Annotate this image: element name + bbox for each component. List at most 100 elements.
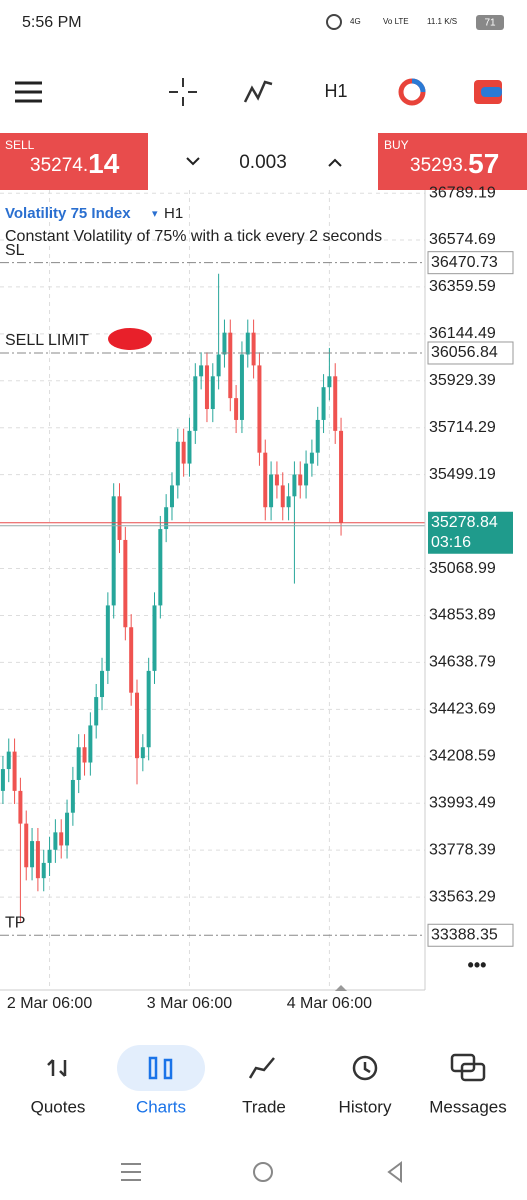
candle-body [309,452,314,464]
candle-body [30,841,35,868]
redaction [108,328,152,350]
candle-body [41,862,46,879]
objects-icon-part [411,78,426,93]
candle-body [140,747,145,759]
level-label: SL [5,242,25,259]
candle-body [82,747,87,763]
candle-body [216,354,221,377]
status-volte: Vo LTE [383,17,409,26]
candle-body [251,332,256,366]
buy-price: 35293.57 [410,148,499,179]
level-label: SELL LIMIT [5,332,89,349]
system-nav [121,1161,402,1183]
timeframe-button[interactable]: H1 [324,81,347,101]
bottom-nav: Quotes Charts Trade History Messages [31,1097,507,1116]
nav-label[interactable]: Charts [136,1097,186,1116]
scroll-marker [335,985,347,991]
buy-price-big: 57 [468,148,499,179]
buy-button[interactable] [378,133,527,190]
candle-body [181,441,186,464]
candle-body [35,841,40,879]
candle-body [76,747,81,780]
candle-body [199,365,204,377]
indicators-button[interactable] [243,80,273,103]
chart-subtitle: Constant Volatility of 75% with a tick e… [5,228,382,245]
nav-icons [47,1053,486,1082]
buy-label: BUY [384,138,409,152]
nav-label[interactable]: Messages [429,1097,506,1116]
nav-label[interactable]: Quotes [31,1097,86,1116]
candle-body [24,823,29,868]
candle-body [123,539,128,628]
y-tick-label: 35068.99 [429,560,496,577]
x-tick-label: 3 Mar 06:00 [147,995,232,1012]
sell-price-main: 35274. [30,155,88,176]
y-tick-label: 34853.89 [429,607,496,624]
candle-body [304,463,309,486]
status-speed: 11.1 K/S [427,17,457,26]
candle-body [333,376,338,431]
candle-body [298,474,303,486]
y-tick-label: 35499.19 [429,466,496,483]
sell-price-big: 14 [88,148,120,179]
candle-body [274,474,279,486]
volume-down[interactable] [186,157,200,166]
candle-body [18,790,23,824]
y-tick-label: 33563.29 [429,888,496,905]
x-tick-label: 2 Mar 06:00 [7,995,92,1012]
more-button[interactable]: ••• [468,955,487,975]
candle-body [321,387,326,420]
current-price: 35278.84 [431,514,498,531]
countdown: 03:16 [431,534,471,551]
y-tick-label: 34638.79 [429,654,496,671]
candle-body [187,430,192,464]
candle-body [164,507,169,530]
battery-icon [476,15,504,30]
candle-body [269,474,274,508]
candle-body [292,474,297,497]
menu-button[interactable] [15,81,42,103]
candle-body [117,496,122,540]
status-time: 5:56 PM [22,14,82,31]
level-price: 36470.73 [431,254,498,271]
level-price-box [427,251,514,275]
volume[interactable]: 0.003 [239,152,287,173]
crosshair-button[interactable] [169,78,197,106]
candle-body [339,430,344,523]
candle-body [169,485,174,508]
level-price-box [427,923,514,947]
y-tick-label: 34208.59 [429,748,496,765]
candle-body [210,376,215,410]
nav-label[interactable]: Trade [242,1097,286,1116]
candle-body [222,332,227,355]
sell-label: SELL [5,138,35,152]
candle-body [152,605,157,671]
y-tick-label: 35929.39 [429,372,496,389]
nav-label[interactable]: History [339,1097,392,1116]
candle-body [70,779,75,813]
y-tick-label: 36144.49 [429,325,496,342]
candle-body [59,832,64,846]
candle-body [88,725,93,763]
candle-body [204,365,209,410]
current-price-box [428,511,513,554]
buy-price-main: 35293. [410,155,468,176]
status-battery: 71 [484,18,496,29]
candle-body [193,376,198,431]
volume-up[interactable] [328,158,342,167]
status-network: 4G [350,17,361,26]
candle-body [257,365,262,453]
alarm-icon [326,14,342,30]
candle-body [146,670,151,748]
candle-body [0,769,5,791]
candle-body [286,496,291,508]
x-tick-label: 4 Mar 06:00 [287,995,372,1012]
trade-icon-part [481,87,502,97]
candle-body [327,376,332,388]
chart-title[interactable]: Volatility 75 Index [5,205,131,222]
y-tick-label: 35714.29 [429,419,496,436]
y-tick-label: 36359.59 [429,278,496,295]
candle-body [65,812,70,846]
sell-button[interactable] [0,133,148,190]
y-tick-label: 36789.19 [429,184,496,201]
